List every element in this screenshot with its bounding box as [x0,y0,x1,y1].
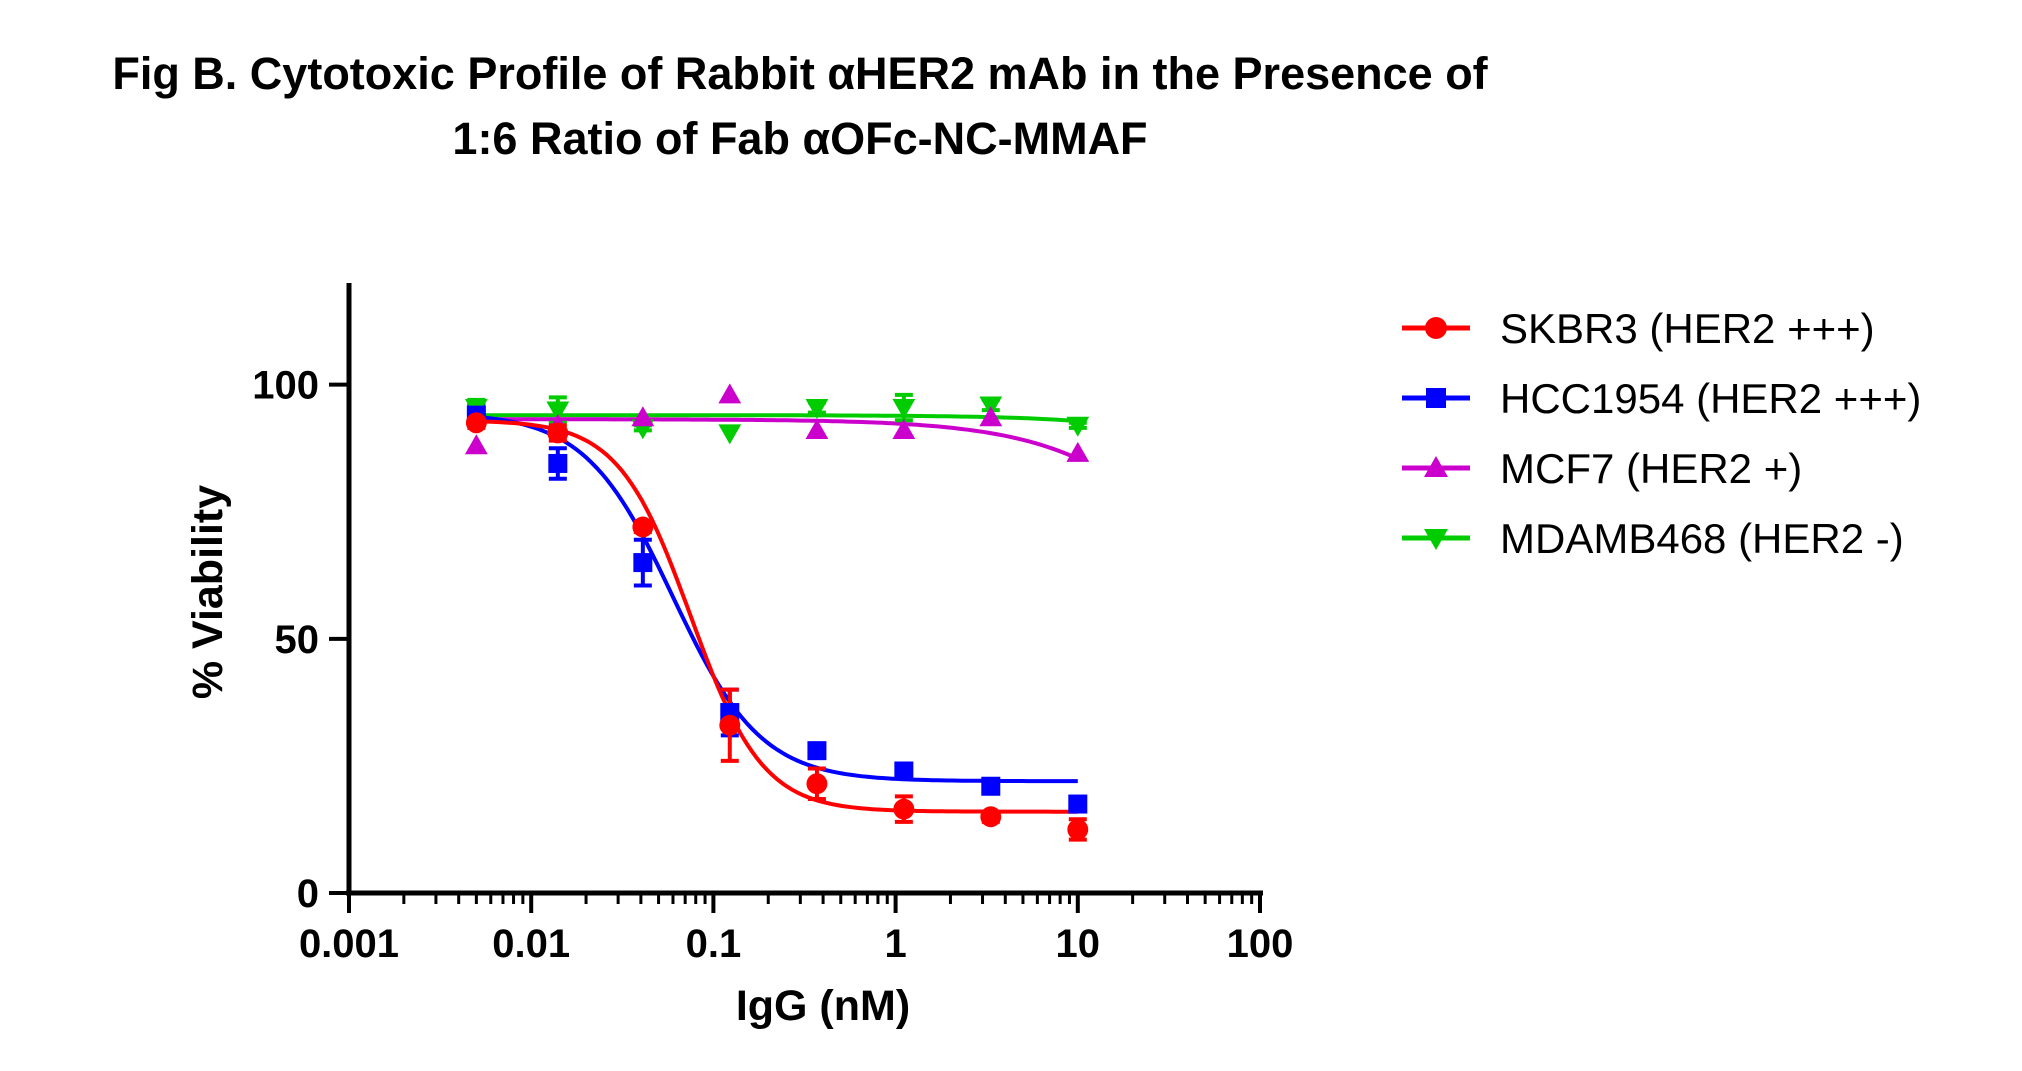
fit-curve-2 [476,417,1079,461]
y-tick-label: 0 [297,872,319,916]
points-layer [464,383,1090,840]
data-point [548,453,568,473]
data-point [805,398,829,419]
data-point [465,412,487,434]
data-point [1066,416,1090,437]
data-point [805,419,829,439]
data-point [892,398,916,419]
legend-marker [1426,388,1446,408]
data-point [807,741,827,761]
x-tick-label: 10 [1056,922,1101,966]
legend-marker [1424,529,1448,550]
data-point [1068,794,1088,814]
data-point [719,714,741,736]
chart-title-line-2: 1:6 Ratio of Fab αOFc-NC-MMAF [452,113,1148,164]
data-point [633,553,653,573]
legend-label: MDAMB468 (HER2 -) [1500,515,1904,562]
data-point [632,516,654,538]
chart-title-line-1: Fig B. Cytotoxic Profile of Rabbit αHER2… [112,48,1488,99]
axes-layer: 0 50 100 0.001 0.01 0.1 1 10 100 [252,283,1293,966]
data-point [1066,441,1090,462]
x-tick-label: 0.001 [299,922,399,966]
legend-label: HCC1954 (HER2 +++) [1500,375,1921,422]
data-point [464,434,488,455]
legend-marker [1425,317,1447,339]
data-point [893,798,915,820]
x-tick-label: 1 [884,922,906,966]
data-point [1067,819,1089,840]
data-point [631,406,655,427]
y-tick-label: 100 [252,364,319,408]
data-point [547,422,569,444]
x-tick-label: 0.01 [492,922,570,966]
data-point [979,406,1003,427]
data-point [894,761,914,781]
y-axis-label: % Viability [184,485,232,699]
x-tick-label: 0.1 [686,922,742,966]
fit-curve-0 [476,419,1078,814]
fit-curve-3 [476,413,1078,424]
data-point [981,776,1001,796]
data-point [806,773,828,795]
data-point [718,383,742,404]
legend: SKBR3 (HER2 +++) HCC1954 (HER2 +++) MCF7 (… [1402,305,1921,562]
data-point [718,424,742,445]
data-point [980,806,1002,828]
legend-label: SKBR3 (HER2 +++) [1500,305,1875,352]
data-point [546,401,570,422]
x-tick-label: 100 [1227,922,1294,966]
y-tick-label: 50 [275,618,320,662]
fit-curves-layer [476,413,1079,814]
legend-label: MCF7 (HER2 +) [1500,445,1802,492]
fit-curve-1 [476,414,1078,784]
x-axis-label: IgG (nM) [736,982,910,1030]
legend-marker [1424,456,1448,477]
data-point [892,419,916,439]
